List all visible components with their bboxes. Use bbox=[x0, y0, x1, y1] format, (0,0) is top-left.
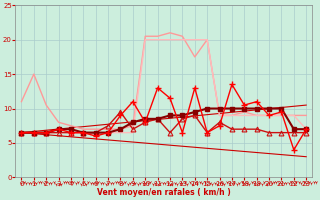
X-axis label: Vent moyen/en rafales ( km/h ): Vent moyen/en rafales ( km/h ) bbox=[97, 188, 231, 197]
